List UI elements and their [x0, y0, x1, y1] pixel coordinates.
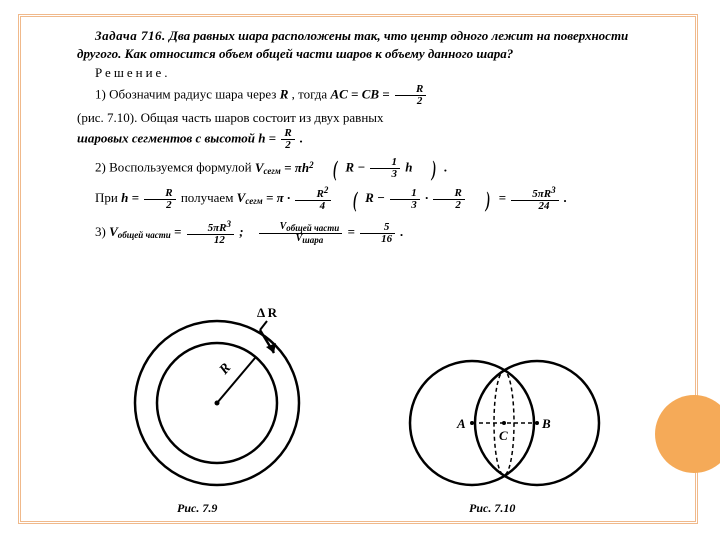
frac-R-over-2-d: R 2: [433, 188, 464, 211]
eq-2: =: [174, 224, 181, 239]
rparen-2: ): [475, 193, 490, 206]
step2-text-b: При: [95, 190, 121, 205]
text-content: Задача 716. Два равных шара расположены …: [77, 27, 653, 248]
semi-1: ;: [239, 224, 243, 239]
period-3: .: [564, 190, 567, 205]
problem-statement: Задача 716. Два равных шара расположены …: [77, 27, 653, 62]
label-deltaR: Δ R: [257, 305, 278, 320]
figure-7-9: R Δ R: [107, 303, 327, 503]
frac-1-3-b: 1 3: [390, 188, 420, 211]
dot-1: ·: [425, 190, 428, 205]
eq-3: =: [347, 224, 354, 239]
caption-7-9: Рис. 7.9: [177, 501, 217, 516]
frac-5-16: 5 16: [360, 222, 395, 245]
frac-5piR3-24: 5πR3 24: [511, 186, 558, 212]
R-minus-2: R −: [365, 190, 385, 205]
figures-area: R Δ R Рис. 7.9 A B C Рис. 7.10: [77, 303, 653, 513]
frac-1-3: 1 3: [370, 157, 400, 180]
eq-1: =: [499, 190, 506, 205]
V-segm-1: Vсегм: [255, 160, 284, 175]
step3-line: 3) Vобщей части = 5πR3 12 ; Vобщей части…: [77, 220, 653, 246]
frac-R-over-2-b: R 2: [281, 128, 294, 151]
period-2: .: [444, 160, 447, 175]
h-sym: h: [405, 160, 412, 175]
step1-text-a: 1) Обозначим радиус шара через: [95, 86, 280, 101]
lparen-1: (: [322, 162, 337, 175]
eq-pi-h2: = πh2: [284, 160, 317, 175]
label-C: C: [499, 428, 508, 443]
frac-R2-4: R2 4: [295, 186, 331, 212]
figure-7-10: A B C: [377, 343, 637, 503]
problem-label: Задача 716.: [95, 28, 166, 43]
V-segm-2: Vсегм: [237, 190, 266, 205]
step2-text-a: 2) Воспользуемся формулой: [95, 160, 255, 175]
frac-R-over-2-a: R 2: [395, 84, 426, 107]
step1-line2: (рис. 7.10). Общая часть шаров состоит и…: [77, 109, 653, 127]
step1-text-c: шаровых сегментов с высотой: [77, 131, 258, 146]
solution-label: Решение.: [95, 65, 171, 80]
step1-text-b: , тогда: [292, 86, 331, 101]
R-minus-1: R −: [345, 160, 365, 175]
slide-frame: Задача 716. Два равных шара расположены …: [18, 14, 698, 524]
h-eq-2: h =: [121, 190, 139, 205]
rparen-1: ): [421, 162, 436, 175]
label-B: B: [541, 416, 551, 431]
step2-line1: 2) Воспользуемся формулой Vсегм = πh2 ( …: [77, 157, 653, 180]
frac-R-over-2-c: R 2: [144, 188, 175, 211]
solution-label-line: Решение.: [77, 64, 653, 82]
label-R: R: [216, 361, 234, 379]
V-obshch: Vобщей части: [109, 224, 174, 239]
period-1: .: [300, 131, 303, 146]
step3-text-a: 3): [95, 224, 109, 239]
step2-line2: При h = R 2 получаем Vсегм = π · R2 4 ( …: [77, 186, 653, 212]
frac-5piR3-12: 5πR3 12: [187, 220, 234, 246]
ac-cb-eq: AC = CB =: [330, 86, 389, 101]
accent-circle-decoration: [655, 395, 720, 473]
label-A: A: [456, 416, 466, 431]
ratio-frac: Vобщей части Vшара: [259, 222, 343, 245]
lparen-2: (: [342, 193, 357, 206]
step1-line3: шаровых сегментов с высотой h = R 2 .: [77, 128, 653, 151]
radius-R: R: [280, 86, 289, 101]
step1-after: (рис. 7.10). Общая часть шаров состоит и…: [77, 110, 384, 125]
step1-line1: 1) Обозначим радиус шара через R , тогда…: [77, 84, 653, 107]
step2-text-c: получаем: [181, 190, 237, 205]
h-eq-1: h =: [258, 131, 276, 146]
eq-pi-dot: = π ·: [266, 190, 290, 205]
caption-7-10: Рис. 7.10: [469, 501, 515, 516]
period-4: .: [400, 224, 403, 239]
